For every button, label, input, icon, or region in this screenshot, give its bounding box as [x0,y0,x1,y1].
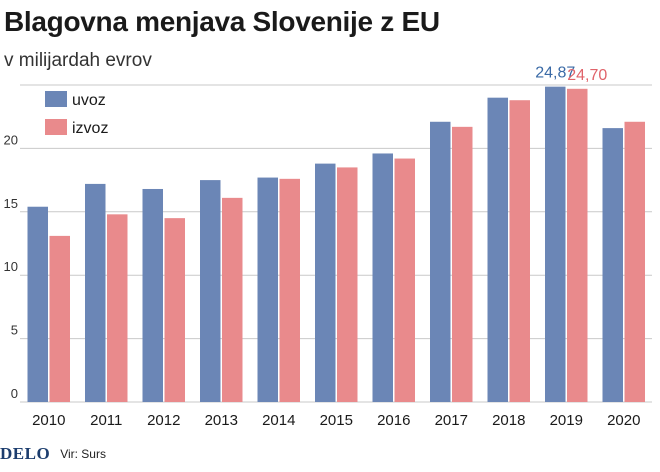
data-label-uvoz: 24,87 [535,65,575,82]
x-tick-label: 2013 [205,412,238,429]
data-label-izvoz: 24,70 [567,67,607,84]
legend-swatch-uvoz [45,91,67,107]
legend-swatch-izvoz [45,119,67,135]
bar-uvoz-2014 [257,177,278,402]
bar-uvoz-2017 [430,121,451,402]
chart-subtitle: v milijardah evrov [4,50,152,71]
delo-logo: DELO [0,444,51,463]
bar-izvoz-2016 [394,158,415,402]
x-tick-label: 2012 [147,412,180,429]
x-tick-label: 2018 [492,412,525,429]
source-note: Vir: Surs [60,447,106,461]
bar-izvoz-2013 [222,197,243,402]
bar-izvoz-2011 [107,214,128,402]
y-axis-ticks: 0 5 10 15 20 [4,132,18,401]
y-tick-label: 20 [4,132,18,147]
bar-uvoz-2010 [27,206,48,402]
footer: DELO Vir: Surs [0,443,106,465]
x-tick-label: 2017 [435,412,468,429]
bar-uvoz-2018 [487,97,508,403]
bar-izvoz-2018 [509,100,530,402]
bar-uvoz-2019 [545,86,566,402]
bar-uvoz-2015 [315,163,336,402]
bar-uvoz-2020 [602,128,623,402]
x-tick-label: 2010 [32,412,65,429]
bar-izvoz-2012 [164,218,185,402]
legend-label-uvoz: uvoz [72,92,106,109]
x-tick-label: 2014 [262,412,295,429]
x-tick-label: 2011 [90,412,122,429]
bar-izvoz-2014 [279,178,300,402]
bar-izvoz-2017 [452,126,473,403]
legend: uvoz izvoz [45,91,108,137]
bar-izvoz-2020 [624,121,645,402]
bar-uvoz-2012 [142,188,163,402]
bar-izvoz-2019 [567,88,588,402]
y-tick-label: 0 [11,386,18,401]
x-tick-label: 2019 [550,412,583,429]
x-tick-label: 2016 [377,412,410,429]
y-tick-label: 15 [4,196,18,211]
chart-title: Blagovna menjava Slovenije z EU [4,6,440,37]
bar-izvoz-2010 [49,235,70,402]
x-axis-ticks: 2010 2011 2012 2013 2014 2015 2016 2017 2018 2019… [32,412,640,429]
bar-izvoz-2015 [337,167,358,402]
x-tick-label: 2020 [607,412,640,429]
y-tick-label: 5 [11,323,18,338]
bar-uvoz-2016 [372,153,393,402]
x-tick-label: 2015 [320,412,353,429]
y-tick-label: 10 [4,259,18,274]
legend-label-izvoz: izvoz [72,120,108,137]
bars [27,86,645,403]
bar-uvoz-2013 [200,180,221,402]
bar-uvoz-2011 [85,183,106,402]
